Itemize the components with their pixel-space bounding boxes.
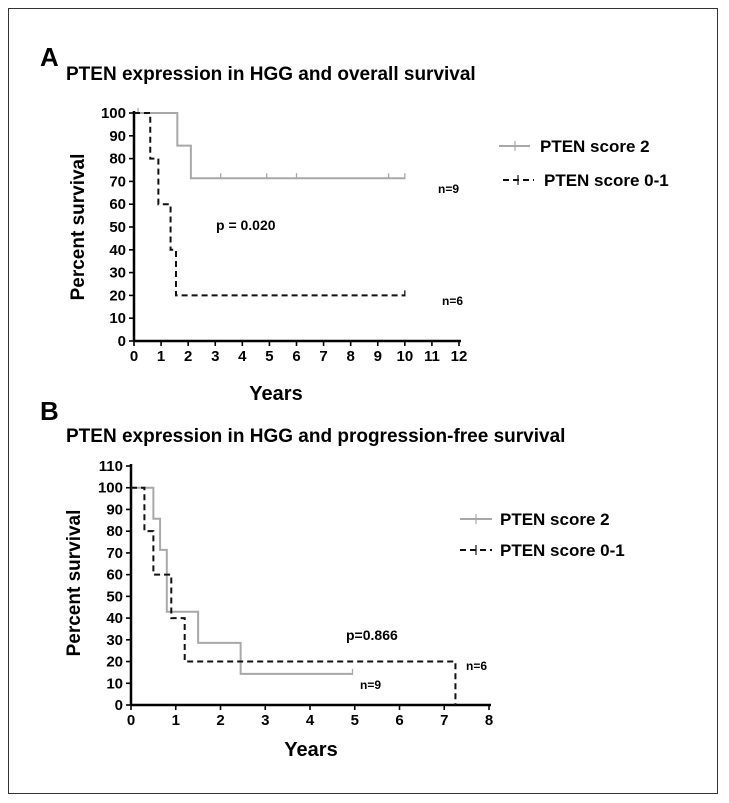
p-value-a: p = 0.020 <box>216 217 276 233</box>
x-axis-label-a: Years <box>249 383 302 405</box>
panel-label-b: B <box>40 396 59 426</box>
x-tick-label-a: 10 <box>396 348 413 365</box>
x-axis-label-b: Years <box>284 739 337 761</box>
y-tick-label-b: 0 <box>115 697 123 714</box>
y-tick-label-a: 70 <box>109 173 126 190</box>
n-label-a-score2: n=9 <box>438 182 459 196</box>
x-tick-label-b: 7 <box>440 712 448 729</box>
x-tick-label-a: 2 <box>184 348 192 365</box>
n-label-a-score01: n=6 <box>442 294 463 308</box>
y-tick-label-b: 110 <box>99 458 123 475</box>
y-tick-label-b: 90 <box>106 501 123 518</box>
y-tick-label-a: 10 <box>109 310 126 327</box>
x-tick-label-a: 5 <box>265 348 273 365</box>
x-tick-label-a: 4 <box>238 348 247 365</box>
y-tick-label-a: 20 <box>109 287 126 304</box>
x-tick-label-a: 0 <box>130 348 138 365</box>
legend-a-label-score01: PTEN score 0-1 <box>544 171 669 190</box>
x-tick-label-a: 7 <box>319 348 327 365</box>
y-tick-label-a: 50 <box>109 219 126 236</box>
x-tick-label-b: 3 <box>261 712 269 729</box>
y-tick-label-a: 30 <box>109 265 126 282</box>
survival-curve-a-score01 <box>134 112 405 297</box>
chart-title-a: PTEN expression in HGG and overall survi… <box>66 64 476 85</box>
n-label-b-score01: n=6 <box>466 659 487 673</box>
chart-title-b: PTEN expression in HGG and progression-f… <box>66 426 565 447</box>
x-tick-label-b: 8 <box>485 712 493 729</box>
n-label-b-score2: n=9 <box>360 678 381 692</box>
legend-a: PTEN score 2 PTEN score 0-1 <box>499 137 669 190</box>
x-tick-label-b: 5 <box>351 712 359 729</box>
y-tick-label-a: 80 <box>109 151 126 168</box>
y-tick-label-b: 10 <box>106 675 123 692</box>
survival-curve-a-score2 <box>134 112 405 180</box>
y-tick-label-a: 90 <box>109 128 126 145</box>
survival-curve-b-score2 <box>131 486 353 675</box>
x-tick-label-a: 9 <box>374 348 382 365</box>
y-tick-label-a: 0 <box>118 333 126 350</box>
x-tick-label-b: 6 <box>395 712 403 729</box>
panel-label-a: A <box>40 42 59 72</box>
x-tick-label-b: 0 <box>127 712 135 729</box>
x-tick-label-a: 1 <box>157 348 165 365</box>
y-tick-label-b: 80 <box>106 523 123 540</box>
x-tick-label-b: 1 <box>172 712 180 729</box>
y-tick-label-b: 30 <box>106 632 123 649</box>
y-tick-label-a: 60 <box>109 196 126 213</box>
y-tick-label-b: 70 <box>106 545 123 562</box>
y-tick-label-b: 50 <box>106 588 123 605</box>
legend-b-label-score01: PTEN score 0-1 <box>500 541 625 560</box>
legend-b: PTEN score 2 PTEN score 0-1 <box>460 510 625 560</box>
y-tick-label-a: 40 <box>109 242 126 259</box>
survival-curve-b-score01 <box>131 486 457 705</box>
y-tick-label-a: 100 <box>101 105 126 122</box>
y-axis-label-b: Percent survival <box>64 510 85 657</box>
y-tick-label-b: 40 <box>106 610 123 627</box>
figure-frame <box>8 8 718 794</box>
legend-b-label-score2: PTEN score 2 <box>500 510 610 529</box>
y-tick-label-b: 100 <box>98 480 123 497</box>
legend-a-label-score2: PTEN score 2 <box>540 137 650 156</box>
x-tick-label-a: 6 <box>292 348 300 365</box>
y-tick-label-b: 60 <box>106 567 123 584</box>
y-axis-label-a: Percent survival <box>68 154 89 301</box>
x-tick-label-a: 8 <box>346 348 354 365</box>
x-tick-label-a: 12 <box>451 348 468 365</box>
p-value-b: p=0.866 <box>346 627 398 643</box>
x-tick-label-b: 2 <box>216 712 224 729</box>
x-tick-label-a: 11 <box>424 348 440 365</box>
x-tick-label-a: 3 <box>211 348 219 365</box>
x-tick-label-b: 4 <box>306 712 315 729</box>
y-tick-label-b: 20 <box>106 654 123 671</box>
